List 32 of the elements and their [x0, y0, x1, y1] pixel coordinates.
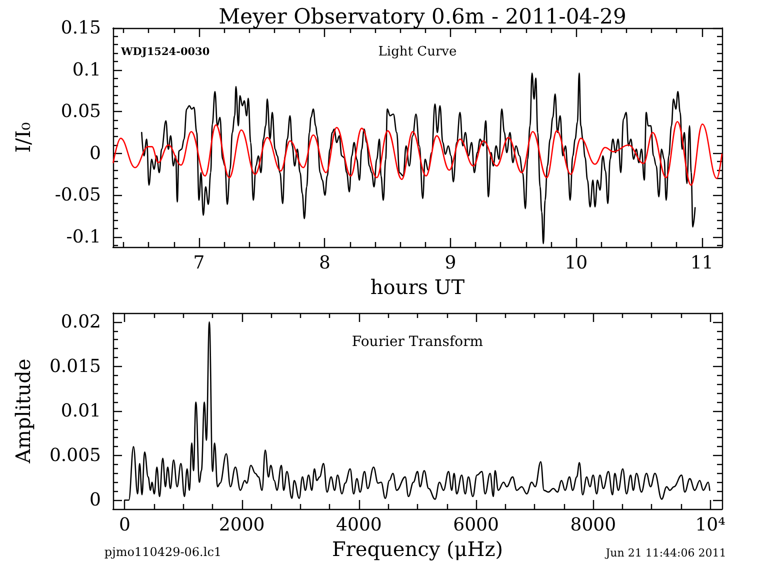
- x-tick-label: 10⁴: [695, 514, 726, 536]
- y-tick-label: 0: [90, 490, 101, 511]
- x-tick-label: 8000: [570, 514, 616, 536]
- annotation: WDJ1524-0030: [120, 46, 210, 58]
- x-tick-label: 7: [193, 252, 205, 274]
- annotation: Light Curve: [378, 44, 458, 60]
- y-tick-label: 0.02: [60, 311, 101, 332]
- annotation: Fourier Transform: [352, 334, 484, 350]
- y-axis-title: I/I₀: [11, 122, 35, 153]
- y-tick-label: 0.015: [49, 356, 101, 377]
- x-tick-label: 0: [118, 514, 130, 536]
- x-tick-label: 10: [564, 252, 588, 274]
- y-tick-label: -0.05: [54, 184, 101, 206]
- x-axis-title: Frequency (μHz): [332, 536, 504, 561]
- x-tick-label: 8: [318, 252, 330, 274]
- x-tick-label: 4000: [336, 514, 382, 536]
- x-tick-label: 9: [444, 252, 456, 274]
- y-tick-label: 0.1: [72, 59, 101, 80]
- chart-title: Meyer Observatory 0.6m - 2011-04-29: [218, 4, 626, 28]
- y-axis-title: Amplitude: [11, 358, 35, 464]
- y-tick-label: -0.1: [66, 226, 101, 248]
- y-tick-label: 0.01: [60, 400, 101, 422]
- text: pjmo110429-06.lc1: [104, 545, 222, 559]
- x-tick-label: 2000: [218, 514, 265, 536]
- y-tick-label: 0.15: [60, 18, 101, 38]
- y-tick-label: 0: [90, 142, 101, 164]
- x-tick-label: 11: [690, 252, 714, 274]
- x-tick-label: 6000: [453, 514, 499, 536]
- y-tick-label: 0.005: [49, 445, 101, 466]
- text: Jun 21 11:44:06 2011: [604, 546, 726, 560]
- y-tick-label: 0.05: [60, 101, 101, 122]
- x-axis-title: hours UT: [370, 274, 466, 299]
